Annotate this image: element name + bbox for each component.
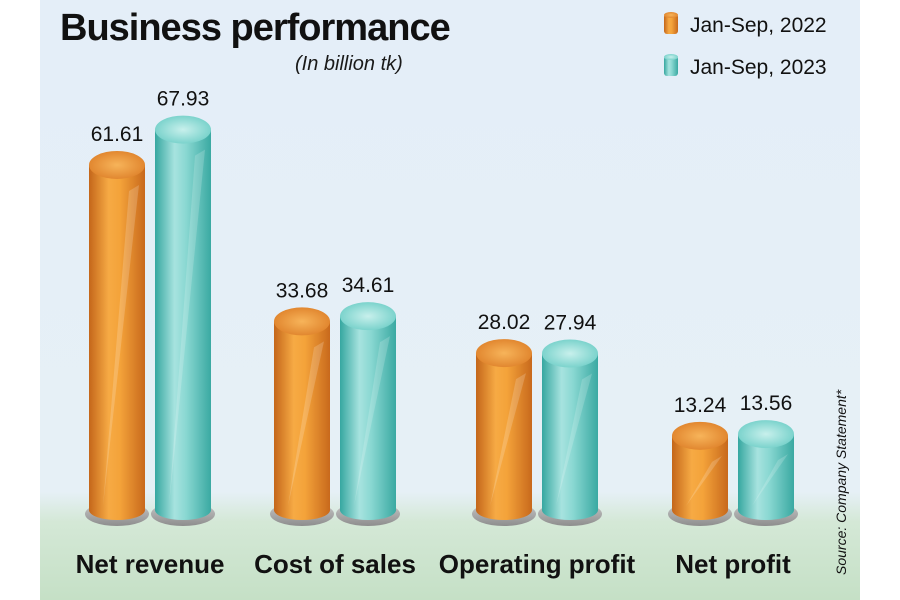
category-labels-group: Net revenue Cost of sales Operating profit… (76, 549, 792, 579)
value-label-net-profit-2022: 13.24 (674, 394, 727, 417)
bars-group (85, 115, 798, 526)
value-label-net-profit-2023: 13.56 (740, 392, 793, 415)
legend-swatch-2022 (664, 12, 678, 34)
legend-label-2023: Jan-Sep, 2023 (690, 56, 827, 79)
legend: Jan-Sep, 2022 Jan-Sep, 2023 (664, 12, 827, 79)
bar-net-revenue-2023 (151, 115, 215, 526)
bar-operating-profit-2023 (538, 339, 602, 526)
category-label-net-profit: Net profit (675, 549, 791, 579)
source-note: Source: Company Statement* (833, 389, 849, 575)
chart-title: Business performance (60, 7, 450, 49)
bar-net-profit-2022 (668, 421, 732, 526)
bar-operating-profit-2022 (472, 339, 536, 526)
value-label-net-revenue-2022: 61.61 (91, 123, 144, 146)
bar-net-profit-2023 (734, 420, 798, 526)
value-label-operating-profit-2023: 27.94 (544, 312, 597, 335)
value-label-operating-profit-2022: 28.02 (478, 311, 531, 334)
value-labels-group: 61.61 67.93 33.68 34.61 28.02 27.94 13.24 13.56 (91, 88, 793, 417)
category-label-net-revenue: Net revenue (76, 549, 225, 579)
bar-cost-of-sales-2023 (336, 302, 400, 526)
bar-net-revenue-2022 (85, 150, 149, 526)
category-label-cost-of-sales: Cost of sales (254, 549, 416, 579)
chart-subtitle: (In billion tk) (295, 53, 403, 75)
value-label-cost-of-sales-2022: 33.68 (276, 279, 329, 302)
legend-swatch-2023 (664, 54, 678, 76)
value-label-net-revenue-2023: 67.93 (157, 88, 210, 111)
legend-label-2022: Jan-Sep, 2022 (690, 14, 827, 37)
bar-cost-of-sales-2022 (270, 307, 334, 526)
category-label-operating-profit: Operating profit (439, 549, 636, 579)
value-label-cost-of-sales-2023: 34.61 (342, 274, 395, 297)
